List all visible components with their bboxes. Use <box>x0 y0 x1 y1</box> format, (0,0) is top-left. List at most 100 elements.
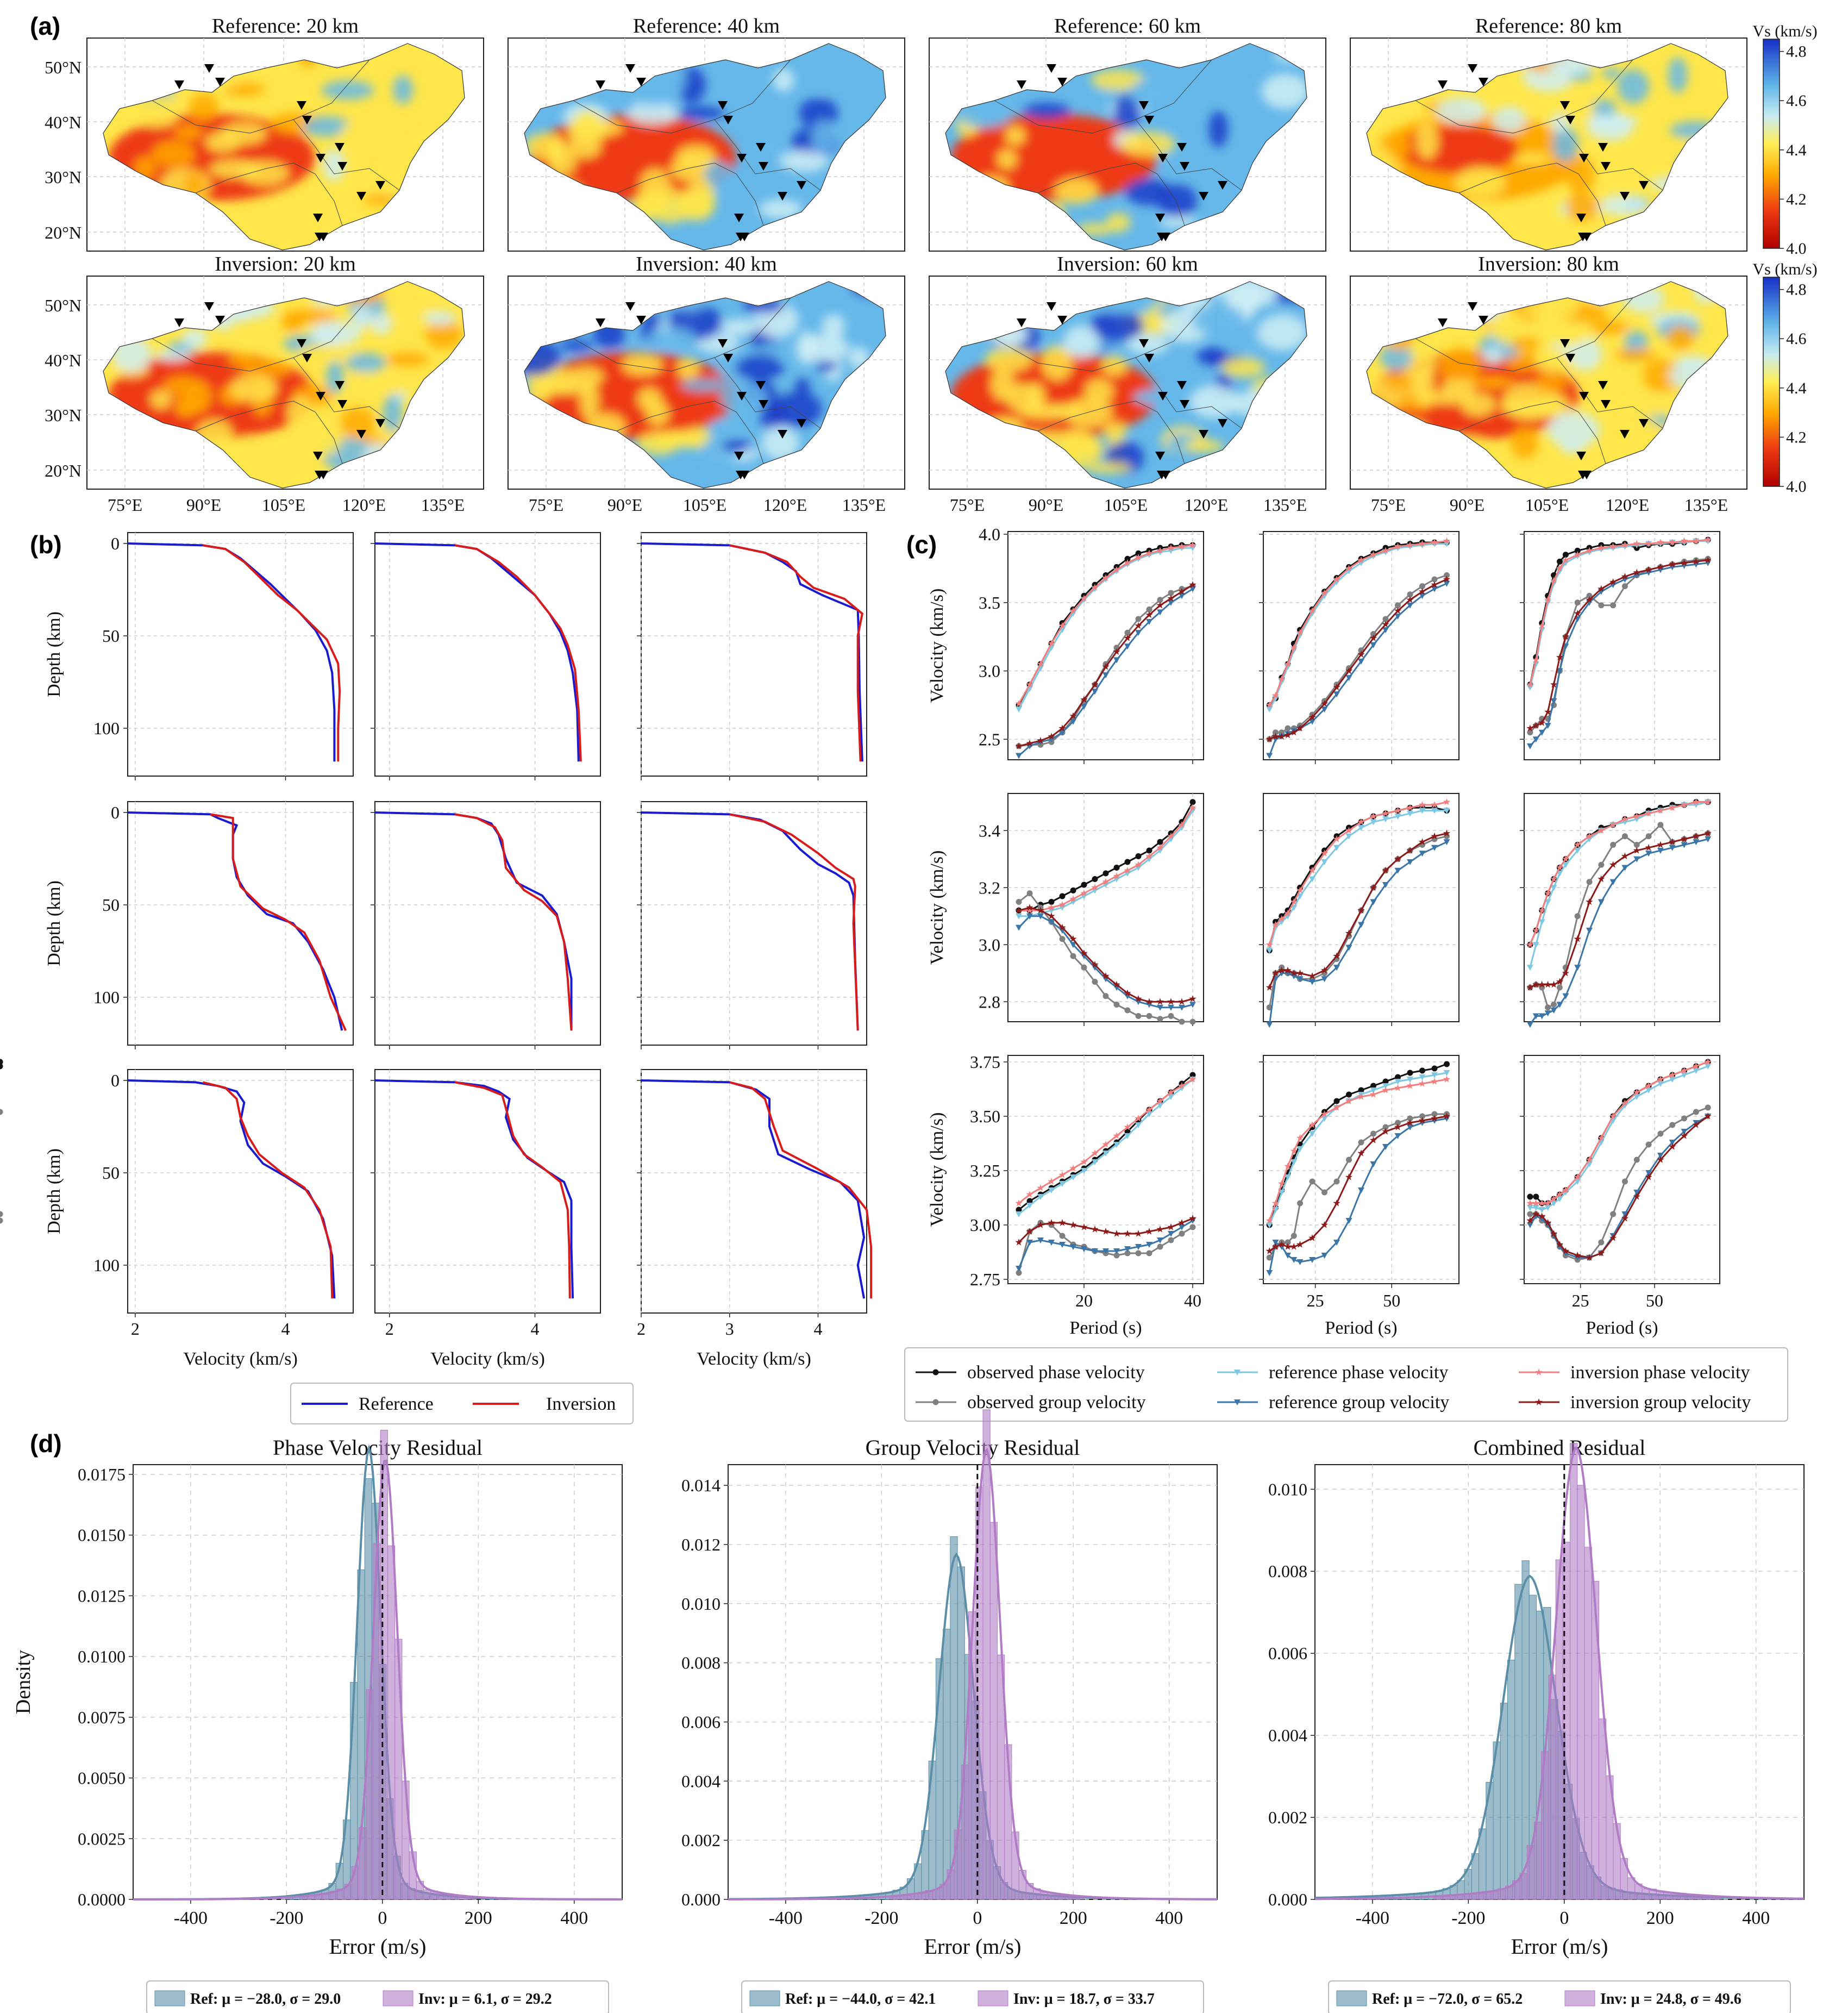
tibet-core-anomaly <box>978 125 1098 174</box>
field-blob <box>959 110 1009 129</box>
inv-histogram-bar <box>1642 1888 1650 1900</box>
obs-group-point <box>1527 1211 1533 1217</box>
inv-phase-point <box>1091 1149 1099 1156</box>
ref-phase-point <box>1016 913 1022 920</box>
density-tick-label: 0.010 <box>681 1594 721 1614</box>
field-blob <box>720 318 758 336</box>
field-blob <box>773 68 794 92</box>
station-marker <box>1047 302 1056 311</box>
inv-phase-point <box>1633 1089 1640 1096</box>
obs-group-point <box>1556 984 1563 991</box>
ref-group-point <box>1574 965 1581 971</box>
inv-group-point <box>1124 634 1131 641</box>
inv-group-point <box>1308 714 1316 721</box>
ref-group-point <box>1321 1253 1328 1259</box>
inv-group-point <box>1598 875 1605 883</box>
ref-group-point <box>1333 965 1340 971</box>
error-tick-label: 0 <box>973 1908 982 1928</box>
inv-phase-point <box>1431 801 1438 808</box>
inv-histogram-bar <box>387 1545 396 1900</box>
obs-group-point <box>1419 1113 1425 1120</box>
inv-phase-point <box>1333 835 1340 842</box>
ref-histogram-bar <box>1507 1660 1515 1900</box>
ref-group-point <box>1419 593 1426 599</box>
obs-group-point <box>1621 1178 1628 1185</box>
station-marker <box>337 162 347 171</box>
station-marker <box>174 80 184 89</box>
ref-phase-point <box>1443 1070 1450 1076</box>
inv-phase-point <box>1357 556 1365 564</box>
station-marker <box>759 400 768 409</box>
legend-series-label: reference phase velocity <box>1269 1362 1448 1383</box>
inv-group-point <box>1406 847 1414 854</box>
field-blob <box>677 106 725 120</box>
inv-phase-point <box>1418 801 1426 808</box>
province-border <box>616 401 764 464</box>
field-blob <box>1019 404 1070 420</box>
map-title: Inversion: 40 km <box>636 253 777 276</box>
obs-group-point <box>1179 1230 1185 1237</box>
inv-histogram-bar <box>1599 1718 1607 1900</box>
field-blob <box>1550 112 1570 133</box>
obs-group-point <box>1370 1130 1376 1137</box>
inv-phase-point <box>1320 589 1329 596</box>
field-blob <box>1126 334 1169 355</box>
ref-group-point <box>1113 1248 1120 1254</box>
inv-group-point <box>1598 585 1605 592</box>
inv-phase-point <box>1394 542 1402 550</box>
station-marker <box>737 154 747 162</box>
inv-histogram-bar <box>1577 1485 1585 1900</box>
inv-phase-point <box>1271 691 1280 699</box>
ref-group-point <box>1037 913 1044 920</box>
obs-phase-point <box>0 1059 3 1065</box>
field-blob <box>811 120 836 154</box>
obs-group-point <box>1657 822 1664 828</box>
ref-phase-point <box>1059 1181 1066 1187</box>
province-border <box>293 357 400 429</box>
obs-group-point <box>1113 1002 1120 1008</box>
inv-group-point <box>1080 949 1088 957</box>
period-axis-label: Period (s) <box>1325 1318 1397 1338</box>
inv-group-point <box>1692 558 1700 565</box>
field-blob <box>174 124 203 140</box>
inv-phase-point <box>1562 1186 1569 1193</box>
dispersion-frame <box>1007 531 1204 760</box>
ref-group-point <box>1598 899 1605 905</box>
depth-tick-label: 0 <box>111 534 120 553</box>
ref-phase-point <box>1382 1083 1389 1089</box>
inv-group-point <box>1680 835 1688 842</box>
province-border <box>195 162 343 226</box>
field-blob <box>729 198 749 220</box>
obs-phase-point <box>1407 1070 1413 1076</box>
inv-kde-curve <box>133 1459 622 1901</box>
ref-group-point <box>1621 1211 1628 1217</box>
ref-phase-point <box>1407 1077 1413 1083</box>
inv-phase-point <box>1271 1199 1280 1206</box>
colorbar <box>1763 277 1780 487</box>
obs-group-point <box>1309 1178 1315 1185</box>
inv-phase-point <box>1189 541 1196 548</box>
field-blob <box>1563 99 1599 120</box>
obs-group-point <box>1545 1004 1551 1011</box>
obs-group-point <box>1146 1250 1152 1256</box>
field-blob <box>1416 122 1439 160</box>
lon-tick-label: 90°E <box>607 495 642 515</box>
obs-phase-point <box>1026 1198 1033 1204</box>
ref-group-point <box>1124 643 1131 650</box>
field-blob <box>1568 337 1602 371</box>
station-marker <box>1139 339 1149 348</box>
ref-group-point <box>1550 1233 1557 1239</box>
station-marker <box>756 143 766 152</box>
obs-group-point <box>1598 1239 1605 1246</box>
province-border <box>1556 357 1663 429</box>
station-marker <box>204 302 214 311</box>
ref-group-point <box>1358 658 1364 665</box>
dispersion-panel <box>1259 793 1459 1028</box>
colorbar-tick-label: 4.8 <box>1786 281 1807 299</box>
inv-group-point <box>1333 683 1340 691</box>
inv-group-point <box>1680 1132 1688 1139</box>
ref-phase-point <box>1146 1111 1152 1117</box>
field-blob <box>657 430 706 448</box>
field-blob <box>1192 304 1245 336</box>
ref-group-point <box>1394 613 1401 620</box>
